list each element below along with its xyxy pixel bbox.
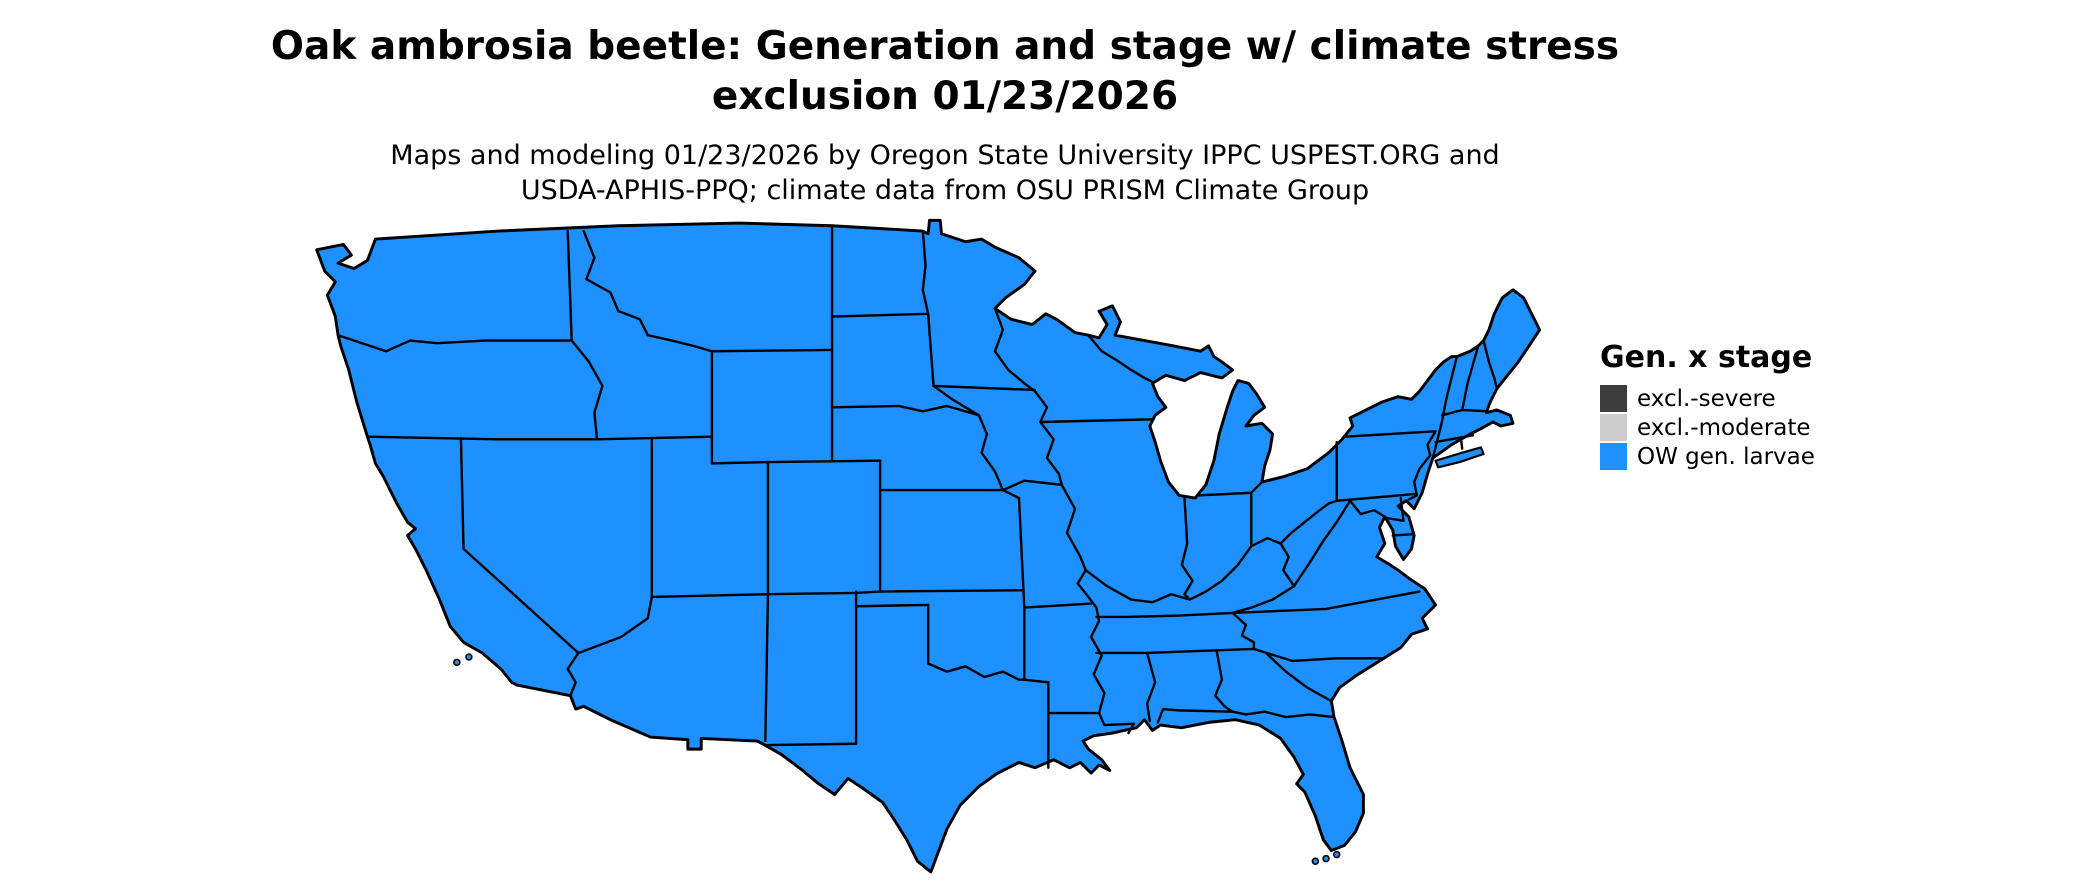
title-block: Oak ambrosia beetle: Generation and stag…	[0, 22, 1890, 209]
legend-label: excl.-moderate	[1637, 414, 1811, 441]
florida-key-icon	[1311, 857, 1320, 865]
florida-key-icon	[1332, 850, 1341, 859]
map-title: Oak ambrosia beetle: Generation and stag…	[270, 24, 1620, 119]
map-layer	[315, 218, 1542, 874]
channel-island-icon	[453, 658, 461, 667]
legend-swatch-excl-severe	[1600, 385, 1627, 412]
legend-label: OW gen. larvae	[1637, 443, 1815, 470]
legend-swatch-ow-gen-larvae	[1600, 443, 1627, 470]
us-map-container	[298, 212, 1553, 887]
legend: Gen. x stage excl.-severe excl.-moderate…	[1600, 340, 1815, 472]
channel-island-icon	[465, 653, 473, 661]
legend-swatch-excl-moderate	[1600, 414, 1627, 441]
legend-item-excl-moderate: excl.-moderate	[1600, 414, 1815, 441]
legend-title: Gen. x stage	[1600, 340, 1813, 375]
legend-item-ow-gen-larvae: OW gen. larvae	[1600, 443, 1815, 470]
long-island	[1434, 446, 1485, 469]
us-map	[315, 218, 1542, 874]
map-subtitle: Maps and modeling 01/23/2026 by Oregon S…	[390, 139, 1500, 207]
us-outline	[315, 218, 1542, 874]
state-borders	[336, 224, 1499, 769]
legend-label: excl.-severe	[1637, 385, 1776, 412]
legend-item-excl-severe: excl.-severe	[1600, 385, 1815, 412]
small-islands	[453, 653, 1341, 865]
florida-key-icon	[1322, 854, 1330, 863]
